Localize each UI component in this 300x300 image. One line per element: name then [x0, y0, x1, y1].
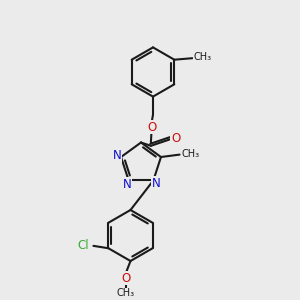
Text: N: N [122, 178, 131, 190]
Text: O: O [122, 272, 130, 285]
Text: CH₃: CH₃ [117, 288, 135, 298]
Text: CH₃: CH₃ [193, 52, 211, 62]
Text: CH₃: CH₃ [181, 149, 199, 159]
Text: O: O [171, 132, 180, 145]
Text: O: O [147, 121, 156, 134]
Text: N: N [113, 149, 122, 162]
Text: N: N [152, 177, 161, 190]
Text: Cl: Cl [78, 239, 89, 252]
